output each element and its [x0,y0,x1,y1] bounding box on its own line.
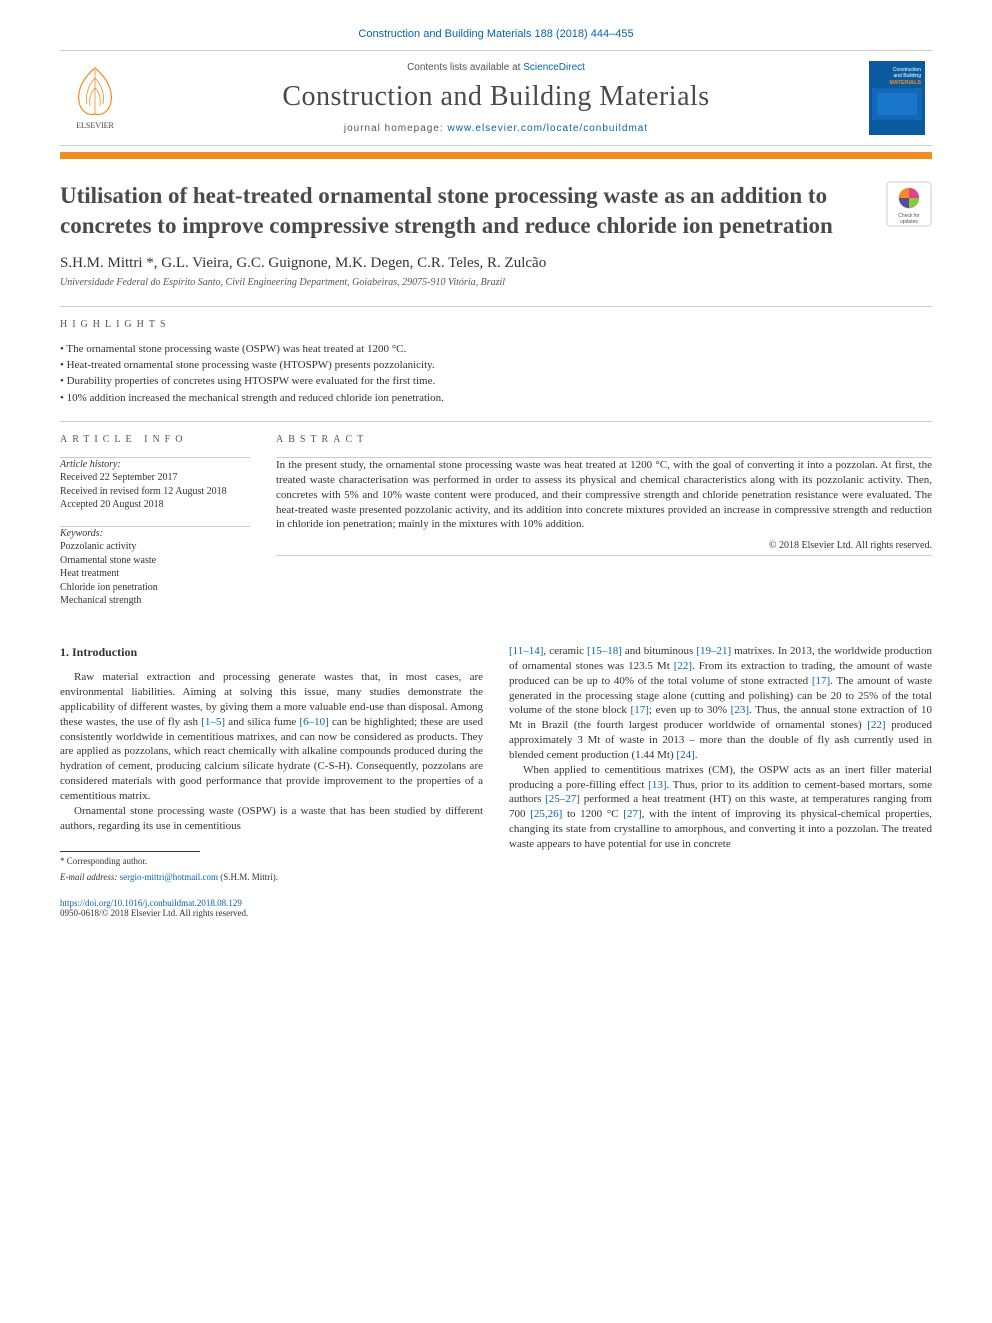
keyword: Pozzolanic activity [60,541,136,552]
rule [276,555,932,556]
sciencedirect-link[interactable]: ScienceDirect [523,62,585,73]
svg-text:ELSEVIER: ELSEVIER [76,121,114,130]
citation-ref[interactable]: [24] [676,749,694,761]
history-line: Accepted 20 August 2018 [60,499,164,510]
homepage-prefix: journal homepage: [344,123,448,134]
issn-line: 0950-0618/© 2018 Elsevier Ltd. All right… [60,908,248,918]
authors-line: S.H.M. Mittri *, G.L. Vieira, G.C. Guign… [60,255,932,272]
email-footnote: E-mail address: sergio-mittri@hotmail.co… [60,872,483,884]
citation-ref[interactable]: [27] [623,808,641,820]
contents-prefix: Contents lists available at [407,62,523,73]
highlight-item: 10% addition increased the mechanical st… [60,391,932,405]
body-paragraph: [11–14], ceramic [15–18] and bituminous … [509,644,932,763]
article-history: Article history: Received 22 September 2… [60,458,250,512]
citation-ref[interactable]: [22] [867,719,885,731]
citation-ref[interactable]: [19–21] [696,645,731,657]
highlights-list: The ornamental stone processing waste (O… [60,342,932,405]
accent-rule [60,152,932,159]
section-heading: 1. Introduction [60,644,483,660]
citation-ref[interactable]: [25,26] [530,808,562,820]
body-columns: 1. Introduction Raw material extraction … [60,644,932,884]
keywords-label: Keywords: [60,528,103,539]
check-updates-icon[interactable]: Check for updates [886,181,932,227]
body-paragraph: Raw material extraction and processing g… [60,670,483,804]
highlight-item: Heat-treated ornamental stone processing… [60,358,932,372]
citation-ref[interactable]: [6–10] [300,716,329,728]
history-line: Received 22 September 2017 [60,472,177,483]
corresponding-footnote: * Corresponding author. [60,856,483,868]
copyright-line: © 2018 Elsevier Ltd. All rights reserved… [276,540,932,551]
citation-ref[interactable]: [13] [648,779,666,791]
citation-ref[interactable]: [15–18] [587,645,622,657]
highlight-item: The ornamental stone processing waste (O… [60,342,932,356]
elsevier-logo: ELSEVIER [65,64,125,132]
history-line: Received in revised form 12 August 2018 [60,486,227,497]
journal-cover-icon: Construction and Building MATERIALS [869,61,925,135]
keyword: Ornamental stone waste [60,555,156,566]
history-label: Article history: [60,459,121,470]
svg-text:MATERIALS: MATERIALS [889,80,921,86]
journal-header: ELSEVIER Contents lists available at Sci… [60,50,932,146]
rule [60,306,932,307]
highlights-label: highlights [60,319,932,330]
email-link[interactable]: sergio-mittri@hotmail.com [120,872,218,882]
abstract-label: abstract [276,434,932,445]
citation-link[interactable]: Construction and Building Materials 188 … [358,28,633,40]
header-center: Contents lists available at ScienceDirec… [130,62,862,134]
journal-name: Construction and Building Materials [130,81,862,113]
svg-text:updates: updates [900,219,918,225]
keyword: Heat treatment [60,568,119,579]
footnote-rule [60,851,200,852]
citation-ref[interactable]: [22] [674,660,692,672]
citation-ref[interactable]: [17] [812,675,830,687]
journal-homepage: journal homepage: www.elsevier.com/locat… [130,123,862,134]
body-paragraph: Ornamental stone processing waste (OSPW)… [60,804,483,834]
email-label: E-mail address: [60,872,120,882]
body-paragraph: When applied to cementitious matrixes (C… [509,763,932,852]
highlight-item: Durability properties of concretes using… [60,374,932,388]
citation-ref[interactable]: [1–5] [201,716,225,728]
doi-link[interactable]: https://doi.org/10.1016/j.conbuildmat.20… [60,898,242,908]
keyword: Chloride ion penetration [60,582,158,593]
article-info-label: article info [60,434,250,445]
homepage-link[interactable]: www.elsevier.com/locate/conbuildmat [447,123,648,134]
citation-ref[interactable]: [17] [631,704,649,716]
contents-line: Contents lists available at ScienceDirec… [130,62,862,73]
keyword: Mechanical strength [60,595,141,606]
journal-cover-wrap: Construction and Building MATERIALS [862,61,932,135]
article-title: Utilisation of heat-treated ornamental s… [60,181,866,241]
affiliation: Universidade Federal do Espírito Santo, … [60,277,932,288]
citation-ref[interactable]: [25–27] [545,793,580,805]
citation-ref[interactable]: [23] [731,704,749,716]
svg-text:and Building: and Building [893,73,921,79]
footer: https://doi.org/10.1016/j.conbuildmat.20… [60,898,932,918]
keywords-block: Keywords: Pozzolanic activity Ornamental… [60,527,250,608]
email-suffix: (S.H.M. Mittri). [218,872,278,882]
abstract-text: In the present study, the ornamental sto… [276,458,932,532]
citation-ref[interactable]: [11–14] [509,645,543,657]
elsevier-logo-wrap: ELSEVIER [60,64,130,132]
